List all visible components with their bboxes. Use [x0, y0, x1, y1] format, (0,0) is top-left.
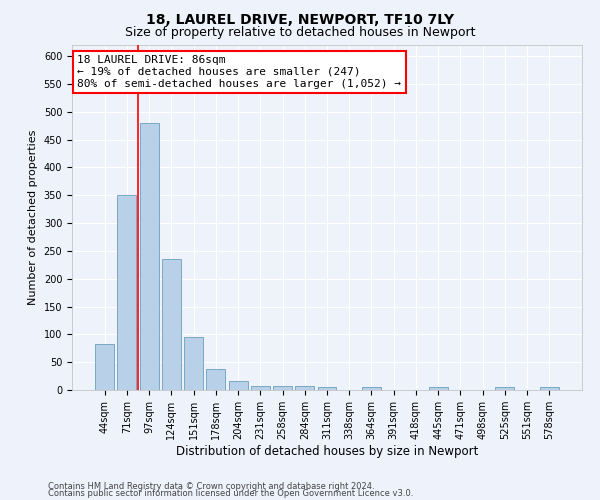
Bar — [251, 386, 270, 390]
Bar — [496, 387, 514, 390]
Bar — [429, 387, 448, 390]
Bar — [184, 337, 203, 390]
Bar — [162, 259, 181, 390]
Text: Contains public sector information licensed under the Open Government Licence v3: Contains public sector information licen… — [48, 490, 413, 498]
Bar — [362, 387, 381, 390]
Bar — [317, 387, 337, 390]
Text: Size of property relative to detached houses in Newport: Size of property relative to detached ho… — [125, 26, 475, 39]
Bar — [140, 123, 158, 390]
Text: Contains HM Land Registry data © Crown copyright and database right 2024.: Contains HM Land Registry data © Crown c… — [48, 482, 374, 491]
Bar — [295, 386, 314, 390]
Bar — [229, 380, 248, 390]
Text: 18 LAUREL DRIVE: 86sqm
← 19% of detached houses are smaller (247)
80% of semi-de: 18 LAUREL DRIVE: 86sqm ← 19% of detached… — [77, 56, 401, 88]
X-axis label: Distribution of detached houses by size in Newport: Distribution of detached houses by size … — [176, 445, 478, 458]
Bar — [206, 370, 225, 390]
Bar — [118, 195, 136, 390]
Text: 18, LAUREL DRIVE, NEWPORT, TF10 7LY: 18, LAUREL DRIVE, NEWPORT, TF10 7LY — [146, 12, 454, 26]
Bar — [540, 387, 559, 390]
Bar — [273, 386, 292, 390]
Bar — [95, 344, 114, 390]
Y-axis label: Number of detached properties: Number of detached properties — [28, 130, 38, 305]
